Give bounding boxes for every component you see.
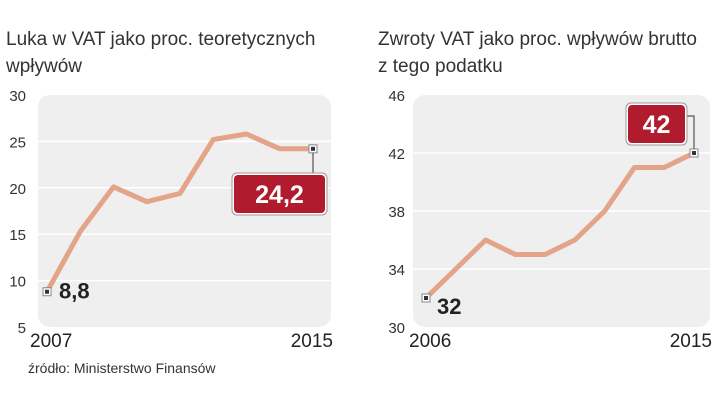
right-chart-title: Zwroty VAT jako proc. wpływów brutto z t… [378, 26, 697, 80]
right-chart-title-line1: Zwroty VAT jako proc. wpływów brutto [378, 29, 697, 50]
right-y-tick-label: 42 [388, 146, 405, 163]
left-chart-title: Luka w VAT jako proc. teoretycznych wpły… [6, 26, 315, 80]
left-end-value-label: 24,2 [255, 181, 304, 209]
left-plot-panel [38, 95, 331, 327]
right-y-tick-label: 34 [388, 262, 405, 279]
right-end-value-label: 42 [643, 111, 671, 139]
right-y-tick-label: 30 [388, 320, 405, 337]
left-end-badge [234, 175, 325, 213]
left-y-tick-label: 10 [9, 274, 26, 291]
left-start-value-label: 8,8 [59, 279, 90, 304]
right-x-start-year: 2006 [409, 331, 451, 352]
right-series-line [423, 150, 697, 301]
left-x-start-year: 2007 [30, 331, 72, 352]
left-series-line [44, 131, 316, 295]
right-x-end-year: 2015 [670, 331, 712, 352]
right-start-value-label: 32 [437, 294, 461, 319]
left-start-point-dot [45, 289, 49, 294]
left-y-tick-label: 15 [9, 227, 26, 244]
right-y-tick-label: 46 [388, 88, 405, 105]
left-y-tick-label: 30 [9, 88, 26, 105]
left-end-point-dot [311, 146, 315, 151]
source-note: źródło: Ministerstwo Finansów [28, 360, 216, 376]
left-chart-title-line2: wpływów [6, 56, 83, 77]
left-y-tick-label: 25 [9, 134, 26, 151]
left-x-end-year: 2015 [291, 331, 333, 352]
left-y-tick-label: 20 [9, 181, 26, 198]
right-end-badge [628, 105, 685, 143]
right-y-tick-label: 38 [388, 204, 405, 221]
right-chart-title-line2: z tego podatku [378, 56, 503, 77]
right-start-point-dot [424, 296, 428, 300]
left-y-tick-label: 5 [18, 320, 26, 337]
left-chart-title-line1: Luka w VAT jako proc. teoretycznych [6, 29, 316, 50]
right-badge-leader [685, 115, 695, 149]
right-end-point-dot [692, 151, 696, 155]
